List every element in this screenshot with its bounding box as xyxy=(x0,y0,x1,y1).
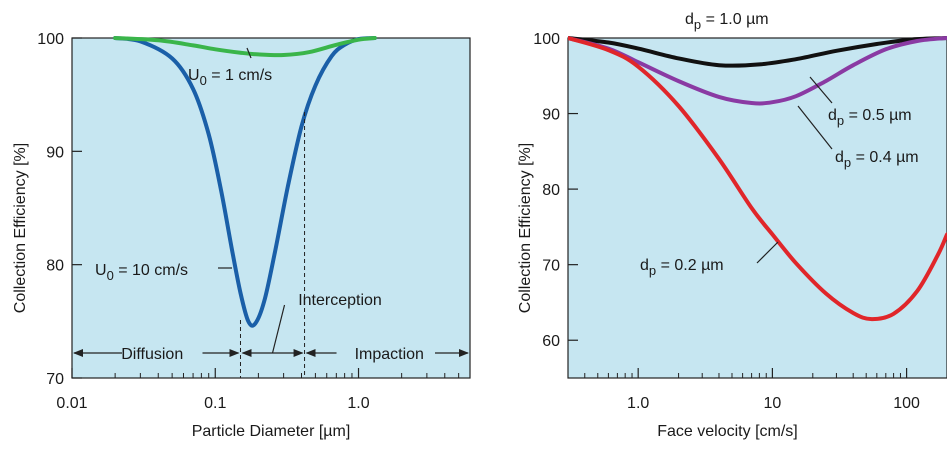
y-tick-label: 100 xyxy=(37,31,64,48)
leader-dp04 xyxy=(797,105,833,150)
series-label-u10-sub: 0 xyxy=(107,268,114,283)
series-line-black-0 xyxy=(568,36,947,68)
y-tick-label: 90 xyxy=(542,107,560,124)
x-axis-label: Face velocity [cm/s] xyxy=(657,423,797,440)
series-line-purple-1 xyxy=(568,36,947,106)
series-line-blue-0 xyxy=(113,36,377,328)
y-axis-label: Collection Efficiency [%] xyxy=(517,143,534,313)
leader-dp02 xyxy=(756,241,779,264)
y-axis-label: Collection Efficiency [%] xyxy=(12,143,29,313)
series-label-dp05: dp = 0.5 µm xyxy=(828,107,912,128)
series-label-dp02-sub: p xyxy=(649,263,656,278)
x-tick-label: 10 xyxy=(763,395,781,412)
y-tick-label: 70 xyxy=(542,258,560,275)
series-label-u1-main: U xyxy=(188,67,200,84)
x-tick-label: 1.0 xyxy=(347,395,369,412)
series-label-dp10-sub: p xyxy=(694,17,701,32)
y-tick-label: 90 xyxy=(46,144,64,161)
series-label-u1-sub: 0 xyxy=(200,73,207,88)
series-label-u10: U0 = 10 cm/s xyxy=(95,262,188,283)
y-tick-label: 100 xyxy=(533,31,560,48)
series-label-dp10-rest: = 1.0 µm xyxy=(701,11,768,28)
series-label-dp05-rest: = 0.5 µm xyxy=(844,107,911,124)
series-label-dp05-sub: p xyxy=(837,113,844,128)
annotation-diffusion: Diffusion xyxy=(121,346,183,363)
leader-dp05 xyxy=(809,76,833,104)
series-label-dp10-main: d xyxy=(685,11,694,28)
x-axis-label: Particle Diameter [µm] xyxy=(192,423,351,440)
series-label-dp02-main: d xyxy=(640,257,649,274)
series-label-dp04-sub: p xyxy=(844,155,851,170)
y-tick-label: 70 xyxy=(46,371,64,388)
series-line-red-3 xyxy=(568,36,947,322)
series-label-u1-rest: = 1 cm/s xyxy=(207,67,272,84)
series-label-dp10: dp = 1.0 µm xyxy=(685,11,769,32)
annotation-interception: Interception xyxy=(298,292,382,309)
plot-area-0 xyxy=(71,37,471,379)
series-label-u10-main: U xyxy=(95,262,107,279)
x-tick-label: 0.1 xyxy=(204,395,226,412)
interception-leader xyxy=(271,304,286,354)
x-tick-label: 0.01 xyxy=(56,395,87,412)
leader-u1 xyxy=(246,47,252,59)
plot-area-1 xyxy=(567,37,947,379)
x-tick-label: 1.0 xyxy=(627,395,649,412)
series-label-u10-rest: = 10 cm/s xyxy=(114,262,188,279)
y-tick-label: 60 xyxy=(542,333,560,350)
x-tick-label: 100 xyxy=(893,395,920,412)
series-line-green-1 xyxy=(113,36,377,58)
y-tick-label: 80 xyxy=(46,258,64,275)
annotation-impaction: Impaction xyxy=(355,346,424,363)
series-label-dp04-main: d xyxy=(835,149,844,166)
series-label-dp02-rest: = 0.2 µm xyxy=(656,257,723,274)
series-label-dp04: dp = 0.4 µm xyxy=(835,149,919,170)
series-label-dp04-rest: = 0.4 µm xyxy=(851,149,918,166)
series-label-dp05-main: d xyxy=(828,107,837,124)
y-tick-label: 80 xyxy=(542,182,560,199)
series-label-dp02: dp = 0.2 µm xyxy=(640,257,724,278)
series-label-u1: U0 = 1 cm/s xyxy=(188,67,272,88)
